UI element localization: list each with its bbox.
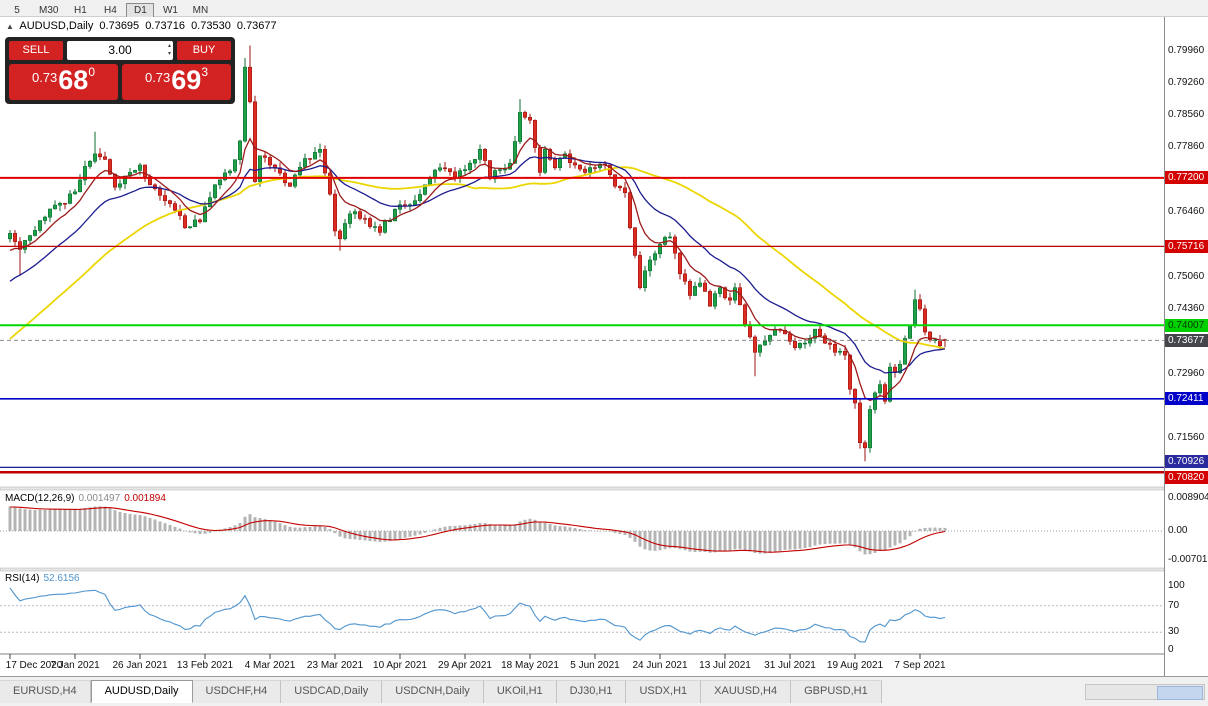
ma-slow-yellow (9, 166, 946, 350)
buy-price-pipette: 3 (201, 65, 209, 79)
price-axis-label: 0.79260 (1168, 77, 1205, 88)
sell-price-pipette: 0 (88, 65, 96, 79)
ma-fast-red (9, 137, 946, 402)
volume-input[interactable]: 3.00 ▴ ▾ (67, 41, 173, 60)
macd-main-value: 0.001497 (78, 493, 121, 504)
ohlc-high-value: 0.73716 (145, 20, 185, 32)
volume-spinner: ▴ ▾ (168, 42, 171, 58)
tabbar-scrollbar[interactable] (1085, 684, 1205, 700)
price-axis-label: 0.78560 (1168, 109, 1205, 120)
ohlc-close-value: 0.73677 (236, 20, 277, 32)
rsi-axis-label: 70 (1168, 600, 1180, 611)
chart-tab-usdx-h1[interactable]: USDX,H1 (626, 680, 702, 703)
chart-symbol: AUDUSD,Daily (19, 20, 94, 32)
price-badge-0.75716: 0.75716 (1165, 240, 1208, 253)
macd-indicator-label: MACD(12,26,9) 0.001497 0.001894 (5, 493, 166, 504)
timeframe-button-h1[interactable]: H1 (74, 5, 87, 16)
buy-button[interactable]: BUY (177, 41, 231, 60)
scrollbar-thumb[interactable] (1157, 686, 1203, 700)
macd-axis-label: 0.008904 (1168, 492, 1208, 503)
timeframe-toolbar: 5 M30 H1 H4 D1 W1 MN (0, 0, 1208, 18)
chart-tab-ukoil-h1[interactable]: UKOil,H1 (483, 680, 557, 703)
chart-marker-icon: ▲ (6, 22, 14, 31)
chart-canvas[interactable] (0, 17, 1164, 676)
price-axis-label: 0.77860 (1168, 141, 1205, 152)
chart-region: 17 Dec 2020 7 Jan 2021 26 Jan 2021 13 Feb 2… (0, 17, 1208, 676)
price-badge-0.73677: 0.73677 (1165, 334, 1208, 347)
timeframe-button-m30[interactable]: M30 (39, 5, 59, 16)
price-badge-0.77200: 0.77200 (1165, 171, 1208, 184)
macd-name: MACD(12,26,9) (5, 493, 75, 504)
price-badge-0.74007: 0.74007 (1165, 319, 1208, 332)
ohlc-low-value: 0.73530 (191, 20, 231, 32)
rsi-name: RSI(14) (5, 573, 40, 584)
horizontal-lines-group (0, 176, 1164, 474)
price-badge-0.72411: 0.72411 (1165, 392, 1208, 405)
macd-group (0, 506, 1164, 555)
macd-signal-line (10, 506, 946, 553)
rsi-line (9, 587, 946, 643)
timeframe-button-5[interactable]: 5 (14, 5, 20, 16)
price-axis[interactable]: 0.79960 0.79260 0.78560 0.77860 0.76460 0.750… (1164, 17, 1208, 676)
chart-tab-xauusd-h4[interactable]: XAUUSD,H4 (701, 680, 792, 703)
rsi-value: 52.6156 (43, 573, 80, 584)
chart-tab-dj30-h1[interactable]: DJ30,H1 (556, 680, 627, 703)
sell-price-prefix: 0.73 (31, 70, 58, 85)
chart-tab-usdchf-h4[interactable]: USDCHF,H4 (192, 680, 282, 703)
volume-value: 3.00 (108, 43, 132, 57)
chart-tabs: EURUSD,H4 AUDUSD,Daily USDCHF,H4 USDCAD,Dai… (0, 680, 1208, 703)
ohlc-open-value: 0.73695 (99, 20, 140, 32)
macd-axis-label: -0.007013 (1168, 554, 1208, 565)
volume-down-button[interactable]: ▾ (167, 51, 171, 57)
sell-price-big-digits: 68 (58, 65, 89, 95)
buy-price-button[interactable]: 0.73693 (122, 64, 231, 100)
rsi-group (0, 587, 1164, 643)
chart-tab-audusd-daily[interactable]: AUDUSD,Daily (90, 680, 193, 703)
rsi-axis-label: 100 (1168, 580, 1185, 591)
sell-price-button[interactable]: 0.73680 (9, 64, 118, 100)
moving-averages-group (9, 137, 946, 402)
timeframe-button-w1[interactable]: W1 (162, 5, 178, 16)
chart-tab-eurusd-h4[interactable]: EURUSD,H4 (0, 680, 91, 703)
one-click-trade-panel: SELL 3.00 ▴ ▾ BUY 0.73680 0.73693 (5, 37, 235, 104)
price-axis-label: 0.75060 (1168, 271, 1205, 282)
rsi-axis-label: 0 (1168, 644, 1174, 655)
buy-price-big-digits: 69 (171, 65, 202, 95)
volume-up-button[interactable]: ▴ (167, 43, 171, 49)
chart-tab-usdcad-daily[interactable]: USDCAD,Daily (281, 680, 383, 703)
trade-panel-price-row: 0.73680 0.73693 (9, 64, 231, 100)
price-axis-label: 0.76460 (1168, 206, 1205, 217)
rsi-indicator-label: RSI(14) 52.6156 (5, 573, 80, 584)
macd-axis-label: 0.00 (1168, 525, 1188, 536)
ma-mid-blue (9, 156, 946, 374)
timeframe-button-d1[interactable]: D1 (126, 3, 155, 18)
chart-tab-bar: EURUSD,H4 AUDUSD,Daily USDCHF,H4 USDCAD,Dai… (0, 676, 1208, 706)
chart-tab-usdcnh-daily[interactable]: USDCNH,Daily (382, 680, 484, 703)
price-badge-0.70820: 0.70820 (1165, 471, 1208, 484)
trade-panel-top-row: SELL 3.00 ▴ ▾ BUY (9, 41, 231, 60)
price-axis-label: 0.72960 (1168, 368, 1205, 379)
price-axis-label: 0.71560 (1168, 432, 1205, 443)
chart-tab-gbpusd-h1[interactable]: GBPUSD,H1 (791, 680, 882, 703)
timeframe-button-h4[interactable]: H4 (104, 5, 117, 16)
chart-title: ▲ AUDUSD,Daily 0.73695 0.73716 0.73530 0… (6, 20, 280, 32)
macd-signal-value: 0.001894 (124, 493, 166, 504)
price-axis-label: 0.74360 (1168, 303, 1205, 314)
price-axis-label: 0.79960 (1168, 45, 1205, 56)
timeframe-button-mn[interactable]: MN (192, 5, 209, 16)
buy-price-prefix: 0.73 (144, 70, 171, 85)
price-badge-0.70926: 0.70926 (1165, 455, 1208, 468)
sell-button[interactable]: SELL (9, 41, 63, 60)
rsi-axis-label: 30 (1168, 626, 1180, 637)
pane-separators (0, 486, 1164, 659)
